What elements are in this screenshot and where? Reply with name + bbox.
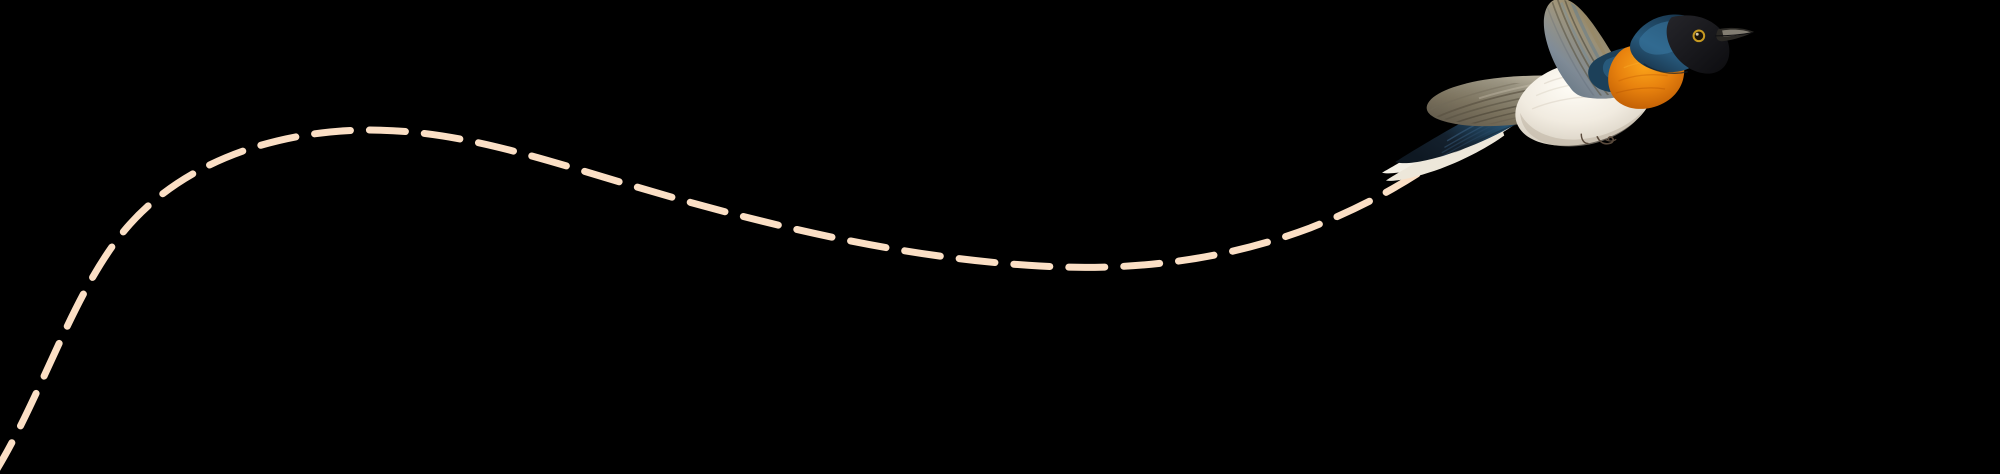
belly-shadow <box>1520 110 1644 147</box>
beak-highlight <box>1722 29 1752 37</box>
bird-eye <box>1692 29 1706 43</box>
bird-feet <box>1580 133 1617 145</box>
bird-head <box>1630 14 1754 74</box>
flight-trail-path <box>0 126 1424 471</box>
beak-gape-line <box>1715 32 1753 37</box>
bird-figure <box>1382 0 1754 181</box>
head-mask <box>1666 15 1730 74</box>
nape-edge <box>1643 63 1688 74</box>
